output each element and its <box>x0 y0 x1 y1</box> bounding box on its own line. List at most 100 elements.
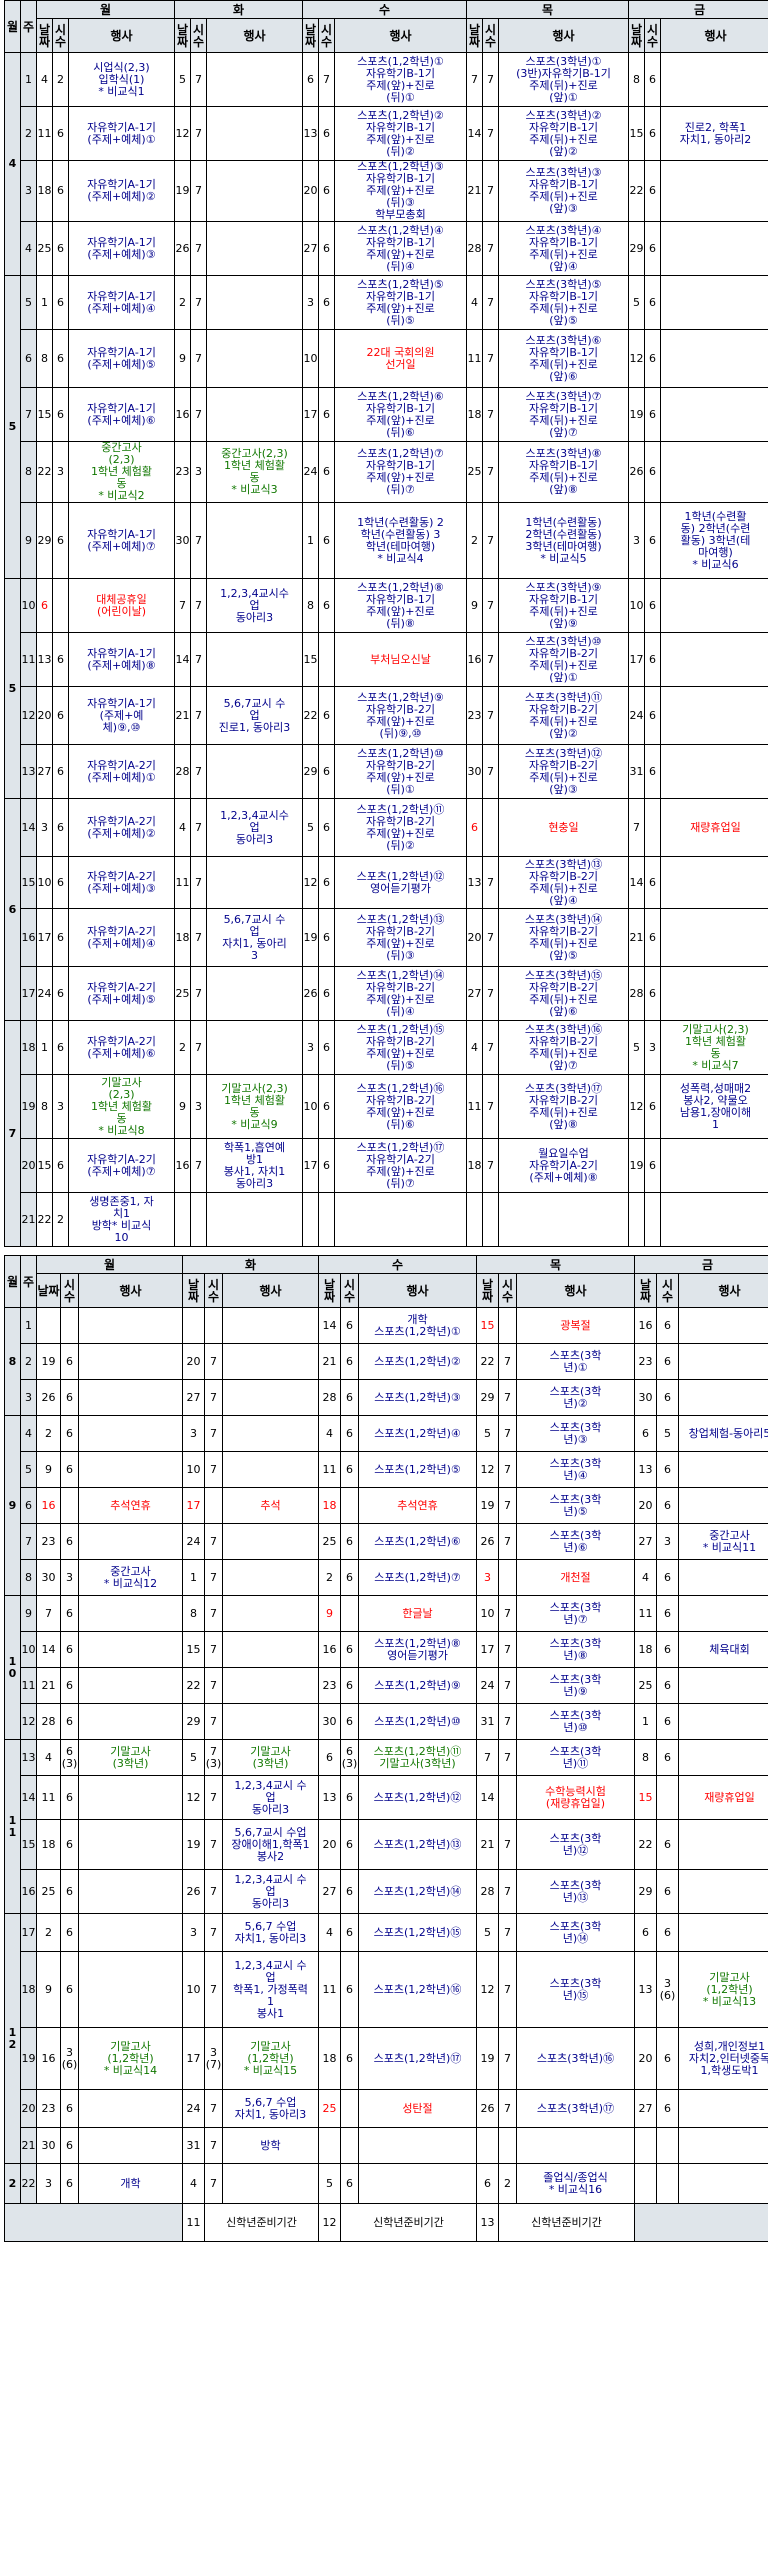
date-cell: 27 <box>182 1379 205 1416</box>
header-date: 날짜 <box>318 1273 341 1308</box>
event-cell: 중간고사 (2,3) 1학년 체험활 동 * 비교식2 <box>68 441 175 503</box>
period-cell: 6 <box>656 1631 679 1668</box>
date-cell: 4 <box>36 52 53 107</box>
event-cell: 5,6,7 수업 자치1, 동아리3 <box>222 1913 319 1952</box>
event-cell <box>660 275 768 330</box>
event-cell <box>222 1559 319 1596</box>
date-cell: 9 <box>36 1451 61 1488</box>
period-cell: 7 <box>190 329 207 388</box>
date-cell: 1 <box>634 1703 657 1740</box>
event-cell <box>206 160 303 222</box>
prep-event: 신학년준비기간 <box>204 2203 319 2242</box>
period-cell: 7 <box>498 1913 517 1952</box>
event-cell: 스포츠(3학 년)⑦ <box>516 1595 635 1632</box>
event-cell: 스포츠(3학년)① (3반)자유학기B-1기 주제(뒤)+진로 (앞)① <box>498 52 629 107</box>
date-cell: 30 <box>36 2127 61 2164</box>
date-cell: 5 <box>174 52 191 107</box>
period-cell: 6 <box>340 1307 359 1344</box>
date-cell: 11 <box>466 1074 483 1139</box>
period-cell: 7 <box>498 1869 517 1914</box>
date-cell: 12 <box>628 329 645 388</box>
event-cell <box>334 1192 467 1247</box>
date-cell: 8 <box>36 329 53 388</box>
date-cell: 20 <box>466 908 483 967</box>
date-cell: 4 <box>182 2163 205 2204</box>
event-cell <box>206 106 303 161</box>
header-event: 행사 <box>78 1273 183 1308</box>
date-cell: 16 <box>634 1307 657 1344</box>
event-cell: 스포츠(3학년)⑩ 자유학기B-2기 주제(뒤)+진로 (앞)① <box>498 632 629 687</box>
event-cell: 성탄절 <box>358 2089 477 2128</box>
event-cell <box>78 1951 183 2028</box>
date-cell: 16 <box>466 632 483 687</box>
date-cell: 13 <box>466 856 483 909</box>
week-row: 15 10 6 자유학기A-2기 (주제+예체)③ 11 7 12 6 스포츠(1,2학년)⑫ … <box>5 856 768 909</box>
period-cell: 5 <box>656 1415 679 1452</box>
event-cell: 월요일수업 자유학기A-2기 (주제+예체)⑧ <box>498 1138 629 1193</box>
week-number: 2 <box>20 106 37 161</box>
event-cell: 스포츠(1,2학년)③ 자유학기B-1기 주제(앞)+진로 (뒤)③ 학부모총회 <box>334 160 467 222</box>
event-cell: 스포츠(3학 년)⑤ <box>516 1487 635 1524</box>
date-cell: 6 <box>476 2163 499 2204</box>
week-row: 12 20 6 자유학기A-1기 (주제+예 체)⑨,⑩ 21 7 5,6,7교시 수 업 … <box>5 686 768 745</box>
period-cell: 3 <box>60 1559 79 1596</box>
date-cell: 21 <box>318 1343 341 1380</box>
date-cell: 25 <box>634 1667 657 1704</box>
week-row: 4 1 4 2 시업식(2,3) 입학식(1) * 비교식1 5 7 6 7 스포츠(1,2학년)… <box>4 52 768 276</box>
date-cell: 3 <box>182 1913 205 1952</box>
week-row: 17 24 6 자유학기A-2기 (주제+예체)⑤ 25 7 26 6 스포츠(1,2학년)⑭ … <box>5 966 768 1021</box>
period-cell: 6 <box>340 1379 359 1416</box>
week-row: 19 8 3 기말고사 (2,3) 1학년 체험활 동 * 비교식8 9 3 기말고사(2,… <box>5 1074 768 1139</box>
week-row: 5 9 6 10 7 11 6 스포츠(1,2학년)⑤ 12 7 스포츠(3학 년)④ 13 6 <box>5 1451 768 1488</box>
header-period: 시수 <box>644 18 661 53</box>
event-cell: 개천절 <box>516 1559 635 1596</box>
date-cell: 24 <box>628 686 645 745</box>
period-cell: 6 <box>644 686 661 745</box>
event-cell <box>206 502 303 579</box>
week-number: 3 <box>20 1379 37 1416</box>
event-cell: 자유학기A-1기 (주제+예체)⑥ <box>68 387 175 442</box>
date-cell: 31 <box>476 1703 499 1740</box>
week-row: 7 15 6 자유학기A-1기 (주제+예체)⑥ 16 7 17 6 스포츠(1,2학년)⑥ 자… <box>5 387 768 442</box>
date-cell: 19 <box>174 160 191 222</box>
event-cell <box>678 1487 768 1524</box>
date-cell: 20 <box>36 686 53 745</box>
date-cell: 2 <box>466 502 483 579</box>
period-cell: 6 <box>60 1667 79 1704</box>
event-cell: 광복절 <box>516 1307 635 1344</box>
event-cell <box>78 1379 183 1416</box>
event-cell <box>678 1869 768 1914</box>
period-cell: 6 <box>644 221 661 276</box>
period-cell: 7 <box>204 2127 223 2164</box>
date-cell: 30 <box>36 1559 61 1596</box>
event-cell: 스포츠(3학년)⑦ 자유학기B-1기 주제(뒤)+진로 (앞)⑦ <box>498 387 629 442</box>
event-cell <box>660 329 768 388</box>
date-cell: 11 <box>36 1775 61 1820</box>
date-cell: 15 <box>302 632 319 687</box>
week-row: 18 9 6 10 7 1,2,3,4교시 수 업 학폭1, 가정폭력 1 봉사1 11 6 스… <box>5 1951 768 2028</box>
date-cell: 12 <box>476 1951 499 2028</box>
prep-row: 11 신학년준비기간 12 신학년준비기간 13 신학년준비기간 <box>4 2203 768 2242</box>
week-row: 13 27 6 자유학기A-2기 (주제+예체)① 28 7 29 6 스포츠(1,2학년)⑩ … <box>5 744 768 799</box>
date-cell: 24 <box>302 441 319 503</box>
date-cell: 24 <box>182 1523 205 1560</box>
event-cell <box>222 1379 319 1416</box>
header-date: 날짜 <box>476 1273 499 1308</box>
event-cell: 5,6,7교시 수 업 자치1, 동아리 3 <box>206 908 303 967</box>
header-event: 행사 <box>516 1273 635 1308</box>
period-cell: 6 <box>60 1775 79 1820</box>
date-cell: 13 <box>302 106 319 161</box>
period-cell: 6 <box>60 1913 79 1952</box>
date-cell: 11 <box>36 106 53 161</box>
event-cell: 스포츠(3학 년)④ <box>516 1451 635 1488</box>
period-cell: 7 <box>190 744 207 799</box>
week-row: 19 16 3(6) 기말고사 (1,2학년) * 비교식14 17 3(7) 기말고사 (… <box>5 2027 768 2090</box>
event-cell: 자유학기A-1기 (주제+예체)④ <box>68 275 175 330</box>
period-cell: 6 <box>656 2027 679 2090</box>
period-cell: 6 <box>644 1138 661 1193</box>
period-cell <box>498 2127 517 2164</box>
period-cell: 3 <box>52 441 69 503</box>
period-cell: 7 <box>204 1951 223 2028</box>
header-period: 시수 <box>204 1273 223 1308</box>
period-cell: 3(6) <box>656 1951 679 2028</box>
